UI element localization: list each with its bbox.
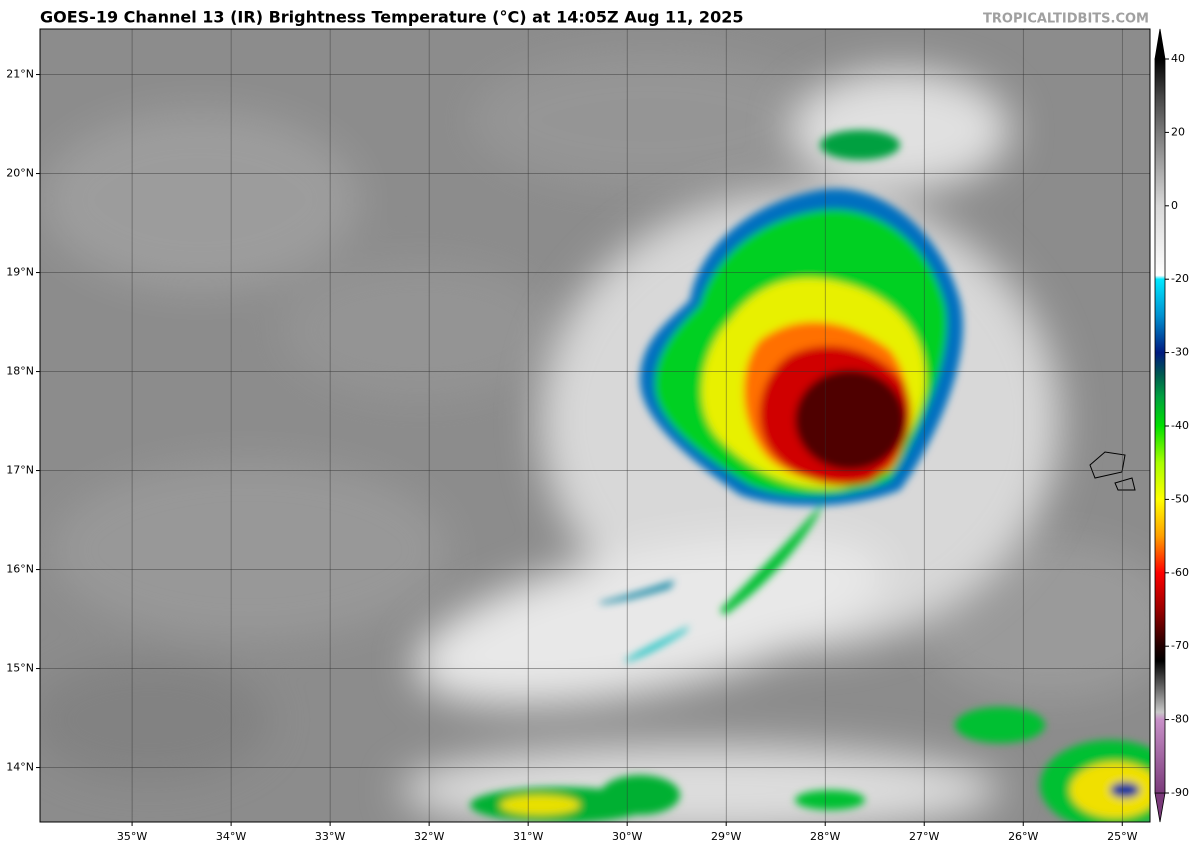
colorbar-extend-bottom xyxy=(1154,792,1166,823)
colorbar-scale xyxy=(1154,58,1166,794)
y-tick-label: 17°N xyxy=(6,464,34,477)
colorbar-tick-label: -80 xyxy=(1171,713,1189,726)
y-tick-label: 19°N xyxy=(6,266,34,279)
x-tick-label: 35°W xyxy=(117,830,147,843)
map-frame xyxy=(39,28,1151,823)
x-tick-label: 30°W xyxy=(612,830,642,843)
y-tick-label: 15°N xyxy=(6,662,34,675)
x-tick-label: 27°W xyxy=(909,830,939,843)
x-tick-label: 31°W xyxy=(513,830,543,843)
colorbar-tick-label: -50 xyxy=(1171,492,1189,505)
y-tick-label: 21°N xyxy=(6,68,34,81)
x-tick-label: 29°W xyxy=(711,830,741,843)
colorbar-extend-top xyxy=(1154,28,1166,60)
title: GOES-19 Channel 13 (IR) Brightness Tempe… xyxy=(40,8,743,27)
x-tick-label: 32°W xyxy=(414,830,444,843)
colorbar-tick-label: -40 xyxy=(1171,419,1189,432)
colorbar-tick-label: 0 xyxy=(1171,199,1178,212)
colorbar-tick-label: 20 xyxy=(1171,125,1185,138)
x-tick-label: 28°W xyxy=(810,830,840,843)
colorbar-tick-label: 40 xyxy=(1171,52,1185,65)
graticule xyxy=(40,29,1150,822)
x-tick-label: 33°W xyxy=(315,830,345,843)
credit: TROPICALTIDBITS.COM xyxy=(983,12,1149,27)
colorbar-tick-label: -30 xyxy=(1171,346,1189,359)
y-tick-label: 16°N xyxy=(6,563,34,576)
colorbar-tick-label: -90 xyxy=(1171,786,1189,799)
colorbar-tick-label: -20 xyxy=(1171,272,1189,285)
axes: 35°W 34°W 33°W 32°W 31°W 30°W 29°W 28°W 27°W 26°W… xyxy=(6,68,1137,843)
y-tick-label: 20°N xyxy=(6,167,34,180)
x-tick-label: 34°W xyxy=(216,830,246,843)
colorbar: 40 20 0 -20 -30 -40 -50 -60 -70 -80 -90 xyxy=(1154,28,1189,823)
x-tick-label: 25°W xyxy=(1107,830,1137,843)
y-tick-label: 14°N xyxy=(6,761,34,774)
x-tick-label: 26°W xyxy=(1008,830,1038,843)
colorbar-tick-label: -70 xyxy=(1171,639,1189,652)
imagery xyxy=(40,29,1150,822)
y-tick-label: 18°N xyxy=(6,365,34,378)
colorbar-tick-label: -60 xyxy=(1171,566,1189,579)
